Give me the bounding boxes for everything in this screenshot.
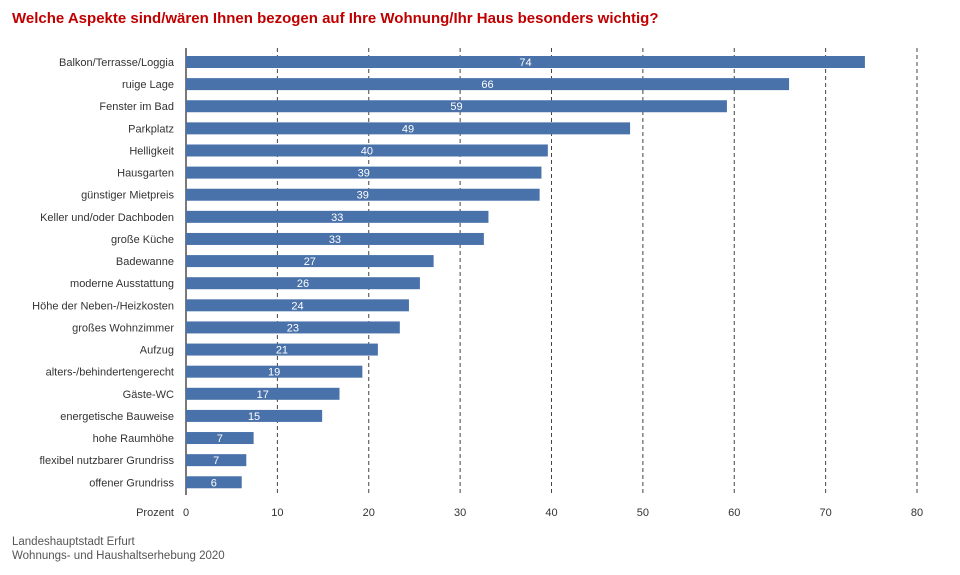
bar (186, 476, 242, 489)
bar (186, 409, 323, 422)
bar (186, 56, 865, 68)
source-line-1: Landeshauptstadt Erfurt (12, 536, 135, 548)
bar (186, 387, 340, 400)
category-label: Helligkeit (129, 145, 174, 157)
x-tick-label: 0 (183, 507, 189, 519)
x-tick-label: 20 (363, 507, 375, 519)
bar (186, 255, 434, 268)
bar (186, 343, 378, 356)
category-label: alters-/behindertengerecht (46, 367, 174, 379)
category-label: Aufzug (140, 345, 174, 357)
value-label: 39 (358, 168, 370, 180)
x-tick-label: 70 (820, 507, 832, 519)
category-label: ruige Lage (122, 79, 174, 91)
bar (186, 365, 363, 378)
category-label: Balkon/Terrasse/Loggia (59, 57, 175, 69)
bar (186, 78, 790, 91)
value-label: 66 (481, 79, 493, 91)
source-note: Landeshauptstadt Erfurt Wohnungs- und Ha… (12, 535, 225, 563)
bar (186, 100, 727, 113)
category-label: große Küche (111, 234, 174, 246)
value-label: 24 (291, 300, 303, 312)
category-label: Parkplatz (128, 123, 174, 135)
value-label: 39 (357, 190, 369, 202)
value-label: 17 (257, 389, 269, 401)
x-tick-label: 80 (911, 507, 923, 519)
x-axis-label: Prozent (136, 507, 174, 519)
source-line-2: Wohnungs- und Haushaltserhebung 2020 (12, 550, 225, 562)
bar (186, 144, 548, 157)
bar (186, 277, 420, 290)
bar (186, 232, 484, 245)
x-tick-label: 40 (545, 507, 557, 519)
x-tick-label: 50 (637, 507, 649, 519)
value-label: 74 (519, 57, 531, 69)
category-label: großes Wohnzimmer (72, 322, 174, 334)
bar (186, 188, 540, 201)
value-label: 21 (276, 345, 288, 357)
category-label: Höhe der Neben-/Heizkosten (32, 300, 174, 312)
category-label: moderne Ausstattung (70, 278, 174, 290)
category-label: Badewanne (116, 256, 174, 268)
bar (186, 122, 631, 135)
category-label: Gäste-WC (123, 389, 174, 401)
value-label: 49 (402, 123, 414, 135)
value-label: 40 (361, 145, 373, 157)
bar (186, 210, 489, 223)
bar (186, 166, 542, 179)
bar (186, 432, 254, 445)
value-label: 7 (217, 433, 223, 445)
x-tick-label: 10 (271, 507, 283, 519)
bar (186, 321, 400, 334)
value-label: 26 (297, 278, 309, 290)
value-label: 33 (329, 234, 341, 246)
chart-title: Welche Aspekte sind/wären Ihnen bezogen … (12, 10, 659, 27)
category-label: Keller und/oder Dachboden (40, 212, 174, 224)
value-label: 59 (450, 101, 462, 113)
x-tick-label: 30 (454, 507, 466, 519)
value-label: 23 (287, 322, 299, 334)
category-label: günstiger Mietpreis (81, 190, 174, 202)
category-label: Fenster im Bad (99, 101, 174, 113)
category-label: hohe Raumhöhe (93, 433, 174, 445)
value-label: 15 (248, 411, 260, 423)
category-label: energetische Bauweise (60, 411, 174, 423)
x-tick-label: 60 (728, 507, 740, 519)
category-label: offener Grundriss (89, 477, 174, 489)
value-label: 6 (211, 477, 217, 489)
category-label: flexibel nutzbarer Grundriss (39, 455, 174, 467)
value-label: 33 (331, 212, 343, 224)
value-label: 7 (213, 455, 219, 467)
bar (186, 299, 409, 312)
category-label: Hausgarten (117, 168, 174, 180)
bar (186, 454, 247, 467)
value-label: 27 (304, 256, 316, 268)
value-label: 19 (268, 367, 280, 379)
